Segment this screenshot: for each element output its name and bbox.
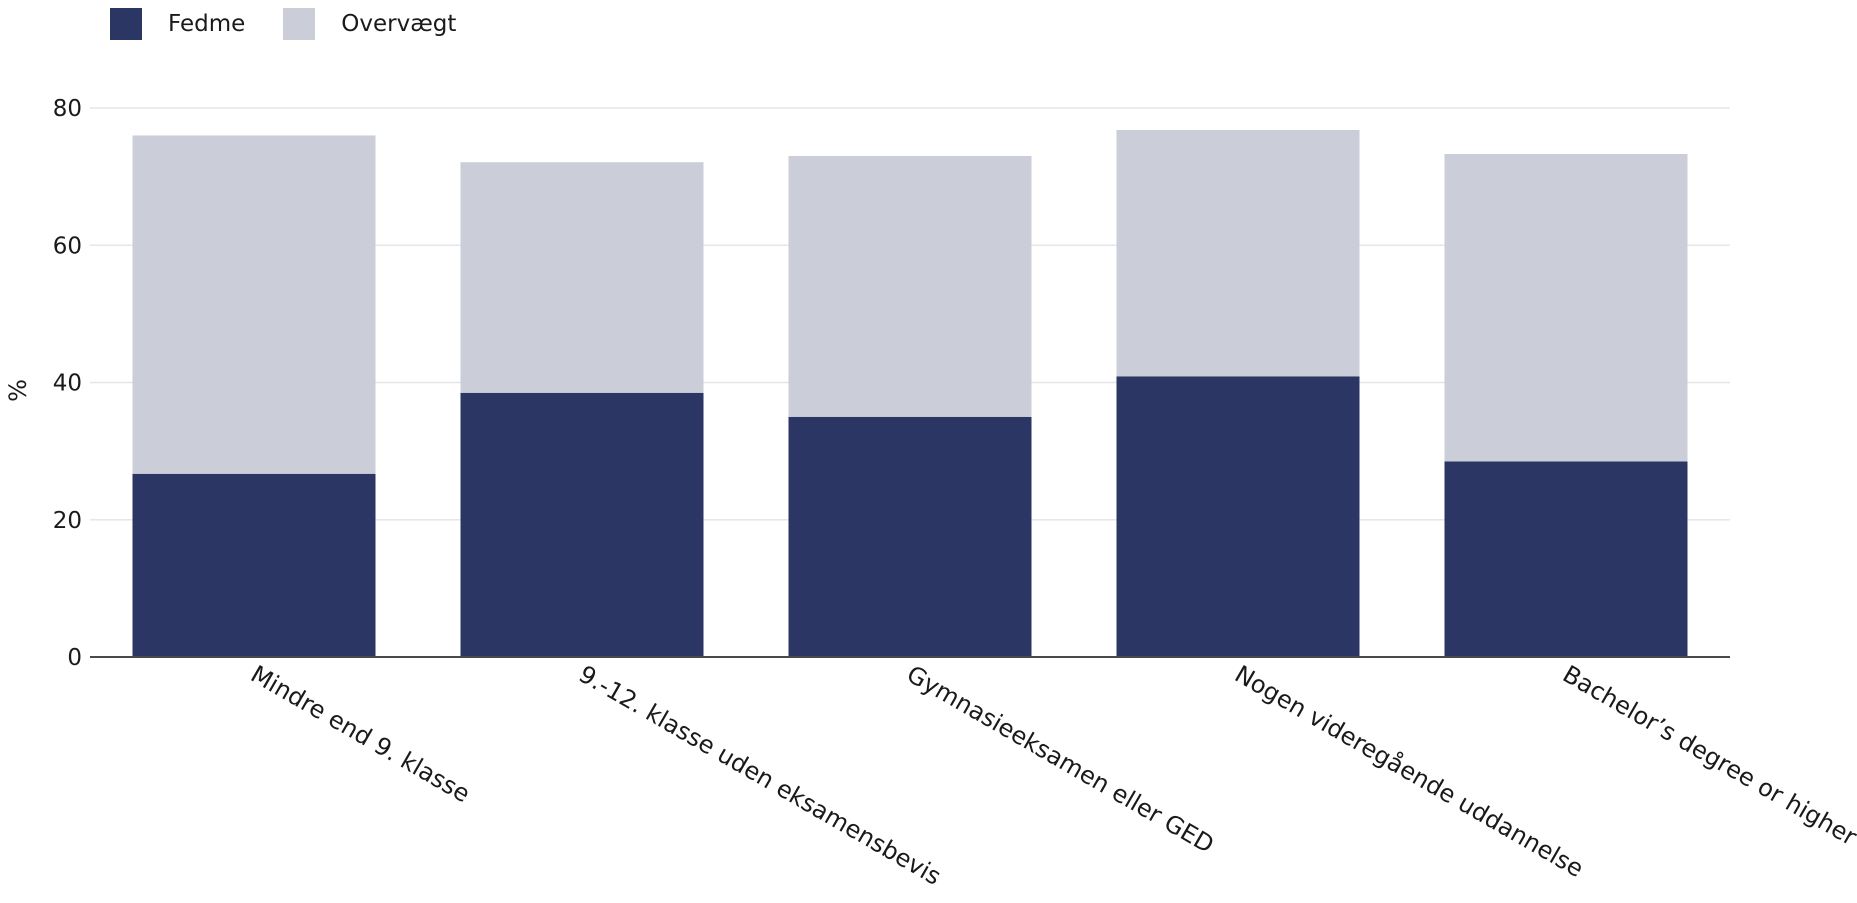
y-tick-label: 0 — [67, 645, 82, 671]
legend-swatch-overvaegt — [283, 8, 316, 40]
bar-overvaegt — [1116, 129, 1360, 377]
legend-item-fedme: Fedme — [110, 8, 245, 40]
legend-label-overvaegt: Overvægt — [341, 11, 457, 37]
legend: Fedme Overvægt — [110, 8, 494, 40]
bar-fedme — [132, 473, 376, 657]
x-tick-label: Nogen videregående uddannelse — [1230, 659, 1589, 883]
bar-overvaegt — [1444, 153, 1688, 462]
bar-fedme — [788, 416, 1032, 657]
legend-swatch-fedme — [110, 8, 142, 40]
bar-overvaegt — [460, 162, 704, 393]
legend-item-overvaegt: Overvægt — [283, 8, 456, 40]
bar-fedme — [460, 392, 704, 657]
y-tick-label: 40 — [53, 371, 82, 397]
x-tick-label: Gymnasieeksamen eller GED — [902, 660, 1219, 859]
y-tick-label: 60 — [53, 233, 82, 259]
x-tick-label: 9.-12. klasse uden eksamensbevis — [574, 660, 946, 891]
bar-fedme — [1444, 461, 1688, 657]
bar-overvaegt — [132, 135, 376, 474]
legend-label-fedme: Fedme — [168, 11, 246, 37]
x-tick-label: Bachelor’s degree or higher — [1558, 660, 1857, 851]
bar-overvaegt — [788, 156, 1032, 417]
x-tick-label: Mindre end 9. klasse — [246, 660, 475, 808]
y-tick-label: 20 — [53, 508, 82, 534]
y-axis-label: % — [4, 379, 32, 402]
y-tick-label: 80 — [53, 96, 82, 122]
bar-fedme — [1116, 376, 1360, 657]
